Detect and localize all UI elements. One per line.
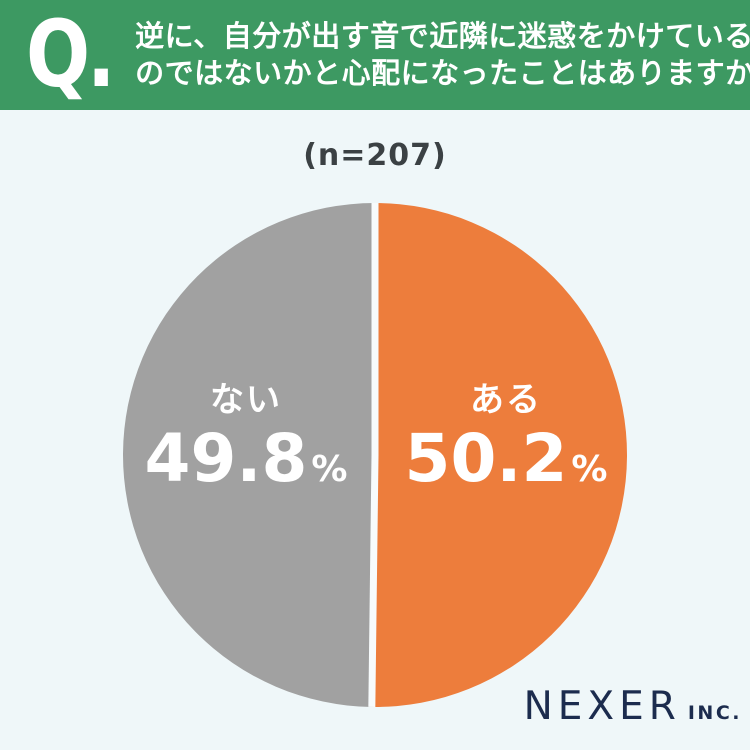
question-line-2: のではないかと心配になったことはありますか？ xyxy=(135,56,750,90)
q-label: Q. xyxy=(26,1,116,108)
pie-divider-1 xyxy=(368,454,379,708)
question-line-1: 逆に、自分が出す音で近隣に迷惑をかけている xyxy=(135,19,750,53)
question-header: Q. 逆に、自分が出す音で近隣に迷惑をかけている のではないかと心配になったこと… xyxy=(0,0,750,110)
brand-suffix: INC. xyxy=(687,702,742,724)
sample-size-label: (n=207) xyxy=(303,138,447,173)
question-text: 逆に、自分が出す音で近隣に迷惑をかけている のではないかと心配になったことはあり… xyxy=(135,18,750,92)
pie-slice-1 xyxy=(123,203,376,707)
brand-logo: NEXER INC. xyxy=(524,687,742,726)
brand-name: NEXER xyxy=(523,684,681,729)
pie-slice-0 xyxy=(371,203,628,707)
